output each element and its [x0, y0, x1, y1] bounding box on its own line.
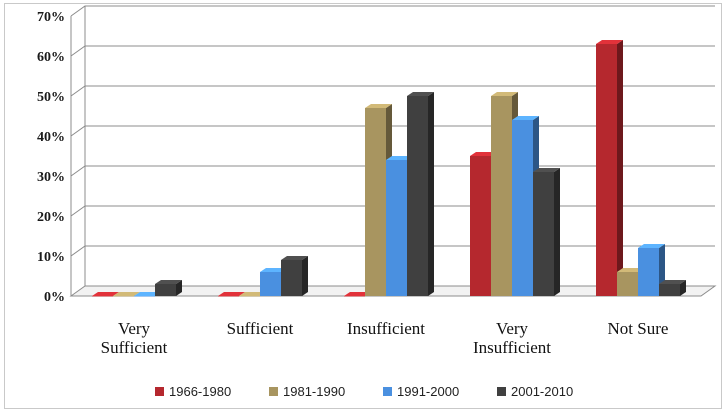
legend-swatch [383, 387, 392, 396]
x-axis-labels: Very Sufficient Sufficient Insufficient Very… [101, 319, 669, 357]
y-tick-label: 20% [37, 210, 65, 225]
bar-front [659, 284, 680, 296]
bar-side [617, 40, 623, 296]
legend-swatch [497, 387, 506, 396]
legend-item: 1966-1980 [155, 384, 231, 399]
bar-top [596, 40, 623, 44]
bar-top [407, 92, 434, 96]
gridline [70, 45, 715, 57]
bar-top [533, 168, 560, 172]
bar-top [281, 256, 308, 260]
legend-item: 1981-1990 [269, 384, 345, 399]
bar-front [596, 44, 617, 296]
bar [596, 40, 623, 296]
legend: 1966-1980 1981-1990 1991-2000 2001-2010 [155, 384, 573, 399]
bar-top [239, 292, 266, 296]
bar-top [491, 92, 518, 96]
bar [155, 280, 182, 296]
bar-top [113, 292, 140, 296]
bar [113, 292, 140, 297]
bar-front [281, 260, 302, 296]
bar-top [260, 268, 287, 272]
bar-front [365, 108, 386, 296]
bar-side [680, 280, 686, 296]
legend-item: 2001-2010 [497, 384, 573, 399]
bar-top [365, 104, 392, 108]
bar [239, 292, 266, 297]
bar [134, 292, 161, 297]
chart-frame: 0% 10% 20% 30% 40% 50% 60% 70% Very Sufficient Su… [4, 3, 722, 409]
bar-side [554, 168, 560, 296]
bar [218, 292, 245, 297]
bar-top [92, 292, 119, 296]
legend-label: 1981-1990 [283, 384, 345, 399]
bar-front [218, 296, 239, 297]
bar [659, 280, 686, 296]
bar-top [386, 156, 413, 160]
bar-front [617, 272, 638, 296]
bar-front [260, 272, 281, 296]
y-tick-label: 70% [37, 10, 65, 25]
bar [533, 168, 560, 296]
bar-top [638, 244, 665, 248]
y-tick-label: 50% [37, 90, 65, 105]
x-category-label: Sufficient [227, 319, 294, 338]
bar-front [470, 156, 491, 296]
x-category-label: Not Sure [608, 319, 669, 338]
legend-label: 1991-2000 [397, 384, 459, 399]
bar-chart: 0% 10% 20% 30% 40% 50% 60% 70% Very Sufficient Su… [37, 5, 717, 399]
bar-front [344, 296, 365, 297]
bar-top [512, 116, 539, 120]
legend-swatch [269, 387, 278, 396]
bar-top [659, 280, 686, 284]
bar-front [113, 296, 134, 297]
bar [407, 92, 434, 296]
bar-side [302, 256, 308, 296]
y-axis-ticks: 0% 10% 20% 30% 40% 50% 60% 70% [37, 10, 65, 305]
bar-top [134, 292, 161, 296]
bar-top [155, 280, 182, 284]
y-tick-label: 40% [37, 130, 65, 145]
bar-front [386, 160, 407, 296]
bar-side [176, 280, 182, 296]
x-category-label: Very Insufficient [473, 319, 551, 357]
y-tick-label: 30% [37, 170, 65, 185]
bar-front [512, 120, 533, 296]
legend-label: 2001-2010 [511, 384, 573, 399]
gridline [70, 5, 715, 17]
bar-front [407, 96, 428, 296]
bar-front [533, 172, 554, 296]
bar-top [344, 292, 371, 296]
bar [344, 292, 371, 297]
bar [92, 292, 119, 297]
bar-front [491, 96, 512, 296]
bar [281, 256, 308, 296]
x-category-label: Very Sufficient [101, 319, 168, 357]
bar-front [638, 248, 659, 296]
bar-front [134, 296, 155, 297]
legend-swatch [155, 387, 164, 396]
legend-item: 1991-2000 [383, 384, 459, 399]
bar-top [470, 152, 497, 156]
bar-front [92, 296, 113, 297]
bar-side [428, 92, 434, 296]
bar-top [617, 268, 644, 272]
bar-front [239, 296, 260, 297]
bar-top [218, 292, 245, 296]
y-tick-label: 0% [44, 290, 65, 305]
y-tick-label: 10% [37, 250, 65, 265]
gridline [70, 85, 715, 97]
bars [92, 40, 686, 297]
y-tick-label: 60% [37, 50, 65, 65]
bar-front [155, 284, 176, 296]
legend-label: 1966-1980 [169, 384, 231, 399]
x-category-label: Insufficient [347, 319, 425, 338]
